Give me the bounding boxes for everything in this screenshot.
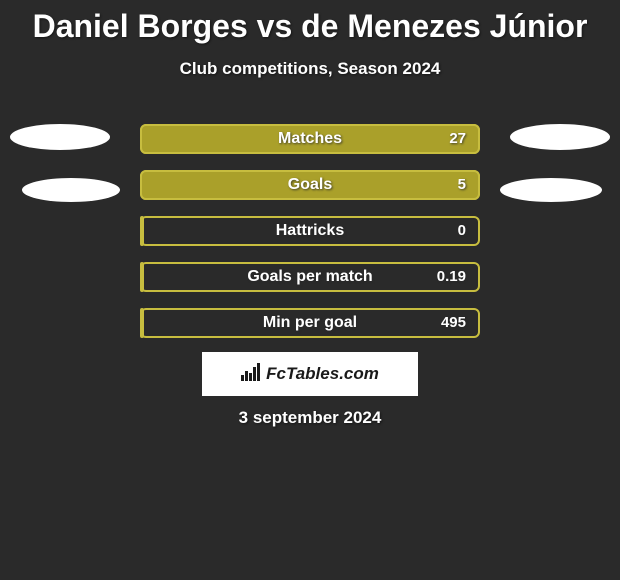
stat-row: Goals 5 [140,170,480,200]
stat-label: Goals [140,170,480,200]
bars-icon [241,363,263,386]
stat-row: Min per goal 495 [140,308,480,338]
stat-value: 495 [441,308,466,338]
stat-label: Matches [140,124,480,154]
decor-ellipse-right-1 [510,124,610,150]
footer-date: 3 september 2024 [0,408,620,428]
decor-ellipse-left-1 [10,124,110,150]
stat-value: 27 [449,124,466,154]
logo: FcTables.com [241,363,379,386]
logo-text: FcTables.com [266,364,379,384]
page-title: Daniel Borges vs de Menezes Júnior [0,0,620,45]
stat-label: Hattricks [140,216,480,246]
logo-box: FcTables.com [202,352,418,396]
stat-value: 5 [458,170,466,200]
stat-value: 0 [458,216,466,246]
decor-ellipse-left-2 [22,178,120,202]
stat-label: Goals per match [140,262,480,292]
stat-row: Matches 27 [140,124,480,154]
stat-value: 0.19 [437,262,466,292]
page-subtitle: Club competitions, Season 2024 [0,59,620,79]
stat-label: Min per goal [140,308,480,338]
stat-row: Goals per match 0.19 [140,262,480,292]
page: Daniel Borges vs de Menezes Júnior Club … [0,0,620,580]
stats-block: Matches 27 Goals 5 Hattricks 0 Goals per… [140,124,480,354]
decor-ellipse-right-2 [500,178,602,202]
stat-row: Hattricks 0 [140,216,480,246]
